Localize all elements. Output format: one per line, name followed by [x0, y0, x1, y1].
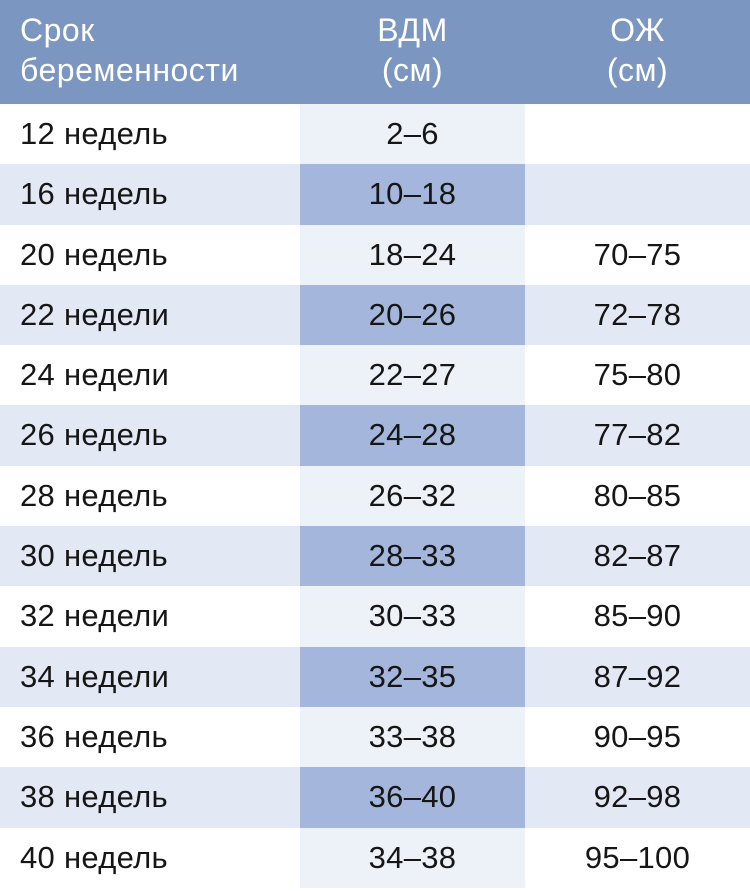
cell-vdm: 24–28 — [300, 405, 525, 465]
cell-term: 34 недели — [0, 647, 300, 707]
cell-oj: 92–98 — [525, 767, 750, 827]
cell-term: 24 недели — [0, 345, 300, 405]
table-row: 12 недель2–6 — [0, 104, 750, 164]
cell-vdm: 10–18 — [300, 164, 525, 224]
cell-vdm: 33–38 — [300, 707, 525, 767]
cell-oj: 95–100 — [525, 828, 750, 888]
table-header: СрокбеременностиВДМ(см)ОЖ(см) — [0, 0, 750, 104]
pregnancy-measurements-table: СрокбеременностиВДМ(см)ОЖ(см) 12 недель2… — [0, 0, 750, 888]
table-row: 32 недели30–3385–90 — [0, 586, 750, 646]
table-row: 20 недель18–2470–75 — [0, 225, 750, 285]
cell-vdm: 22–27 — [300, 345, 525, 405]
cell-vdm: 20–26 — [300, 285, 525, 345]
header-vdm: ВДМ(см) — [300, 0, 525, 104]
header-term: Срокбеременности — [0, 0, 300, 104]
cell-vdm: 36–40 — [300, 767, 525, 827]
table-row: 36 недель33–3890–95 — [0, 707, 750, 767]
cell-vdm: 32–35 — [300, 647, 525, 707]
cell-term: 16 недель — [0, 164, 300, 224]
table-row: 38 недель36–4092–98 — [0, 767, 750, 827]
table-row: 24 недели22–2775–80 — [0, 345, 750, 405]
cell-vdm: 30–33 — [300, 586, 525, 646]
table-row: 16 недель10–18 — [0, 164, 750, 224]
cell-oj: 77–82 — [525, 405, 750, 465]
cell-term: 38 недель — [0, 767, 300, 827]
cell-term: 40 недель — [0, 828, 300, 888]
cell-oj: 90–95 — [525, 707, 750, 767]
cell-term: 26 недель — [0, 405, 300, 465]
table-row: 28 недель26–3280–85 — [0, 466, 750, 526]
cell-term: 36 недель — [0, 707, 300, 767]
cell-term: 28 недель — [0, 466, 300, 526]
header-row: СрокбеременностиВДМ(см)ОЖ(см) — [0, 0, 750, 104]
cell-oj: 85–90 — [525, 586, 750, 646]
cell-oj: 82–87 — [525, 526, 750, 586]
cell-vdm: 18–24 — [300, 225, 525, 285]
cell-oj: 80–85 — [525, 466, 750, 526]
table-row: 26 недель24–2877–82 — [0, 405, 750, 465]
cell-vdm: 34–38 — [300, 828, 525, 888]
table-row: 22 недели20–2672–78 — [0, 285, 750, 345]
cell-oj: 72–78 — [525, 285, 750, 345]
cell-vdm: 26–32 — [300, 466, 525, 526]
header-oj: ОЖ(см) — [525, 0, 750, 104]
table-row: 30 недель28–3382–87 — [0, 526, 750, 586]
cell-term: 32 недели — [0, 586, 300, 646]
cell-oj — [525, 104, 750, 164]
cell-oj: 87–92 — [525, 647, 750, 707]
cell-oj — [525, 164, 750, 224]
cell-oj: 70–75 — [525, 225, 750, 285]
table-body: 12 недель2–616 недель10–1820 недель18–24… — [0, 104, 750, 888]
cell-vdm: 2–6 — [300, 104, 525, 164]
data-table: СрокбеременностиВДМ(см)ОЖ(см) 12 недель2… — [0, 0, 750, 888]
cell-vdm: 28–33 — [300, 526, 525, 586]
cell-term: 12 недель — [0, 104, 300, 164]
table-row: 34 недели32–3587–92 — [0, 647, 750, 707]
cell-oj: 75–80 — [525, 345, 750, 405]
cell-term: 22 недели — [0, 285, 300, 345]
cell-term: 30 недель — [0, 526, 300, 586]
cell-term: 20 недель — [0, 225, 300, 285]
table-row: 40 недель34–3895–100 — [0, 828, 750, 888]
